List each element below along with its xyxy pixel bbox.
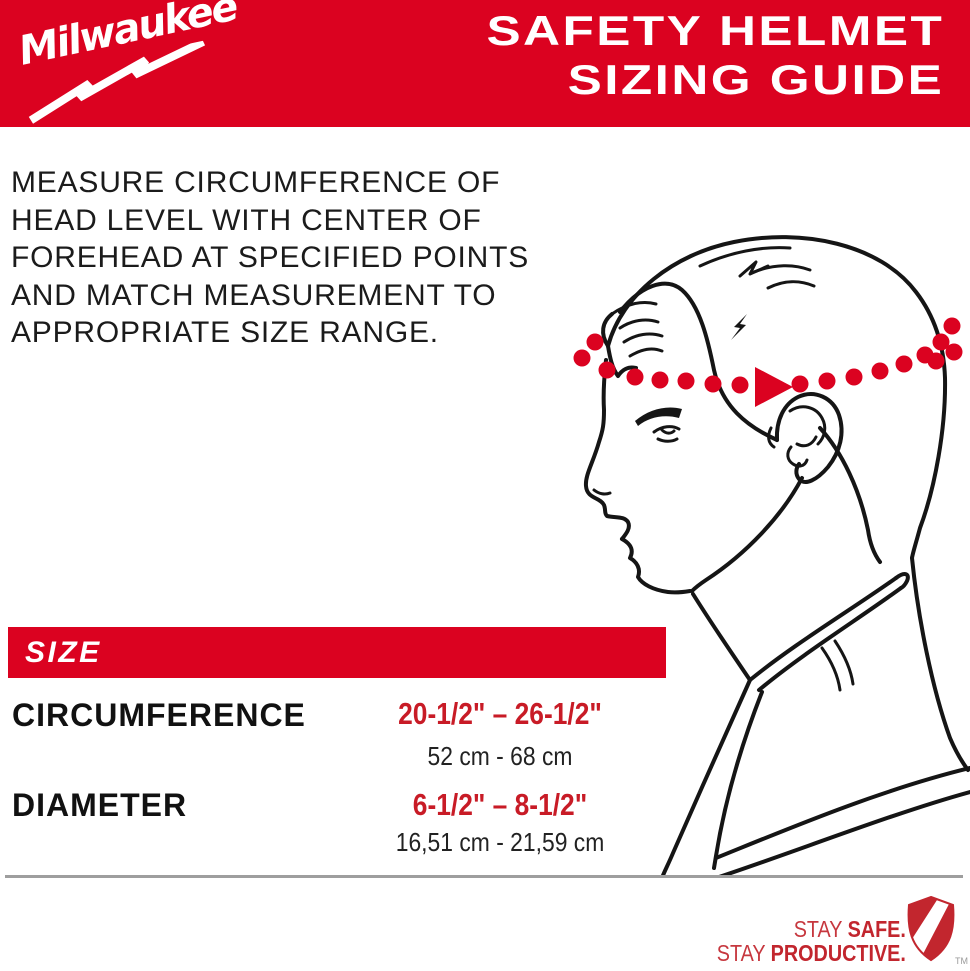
- shield-check-icon: [907, 896, 955, 962]
- tagline-safe: SAFE.: [847, 916, 906, 942]
- collar-near-lower: [757, 586, 903, 692]
- page-title: SAFETY HELMET SIZING GUIDE: [486, 6, 944, 104]
- circumference-range-inches: 20-1/2" – 26-1/2": [398, 696, 602, 731]
- brand-tagline: STAY SAFE. STAY PRODUCTIVE.: [716, 916, 906, 966]
- hair-curl: [628, 347, 664, 358]
- diameter-range-cm: 16,51 cm - 21,59 cm: [395, 827, 605, 857]
- eye-lower-lid: [656, 437, 679, 443]
- throat-line: [691, 592, 752, 682]
- trademark-symbol: TM: [955, 956, 968, 966]
- eyebrow: [635, 407, 682, 426]
- dotted-measure-line-icon: [573, 317, 963, 407]
- page-title-line2: SIZING GUIDE: [567, 56, 944, 103]
- skull-outline: [606, 235, 948, 560]
- hair-curl: [622, 332, 664, 344]
- tagline-productive: PRODUCTIVE.: [770, 939, 906, 966]
- collar-near-upper: [748, 576, 898, 682]
- instructions-line: APPROPRIATE SIZE RANGE.: [11, 316, 439, 349]
- lips-chin: [620, 537, 692, 595]
- hairline: [618, 281, 779, 442]
- eye-pupil: [660, 428, 676, 435]
- shirt-backline-lower: [709, 790, 970, 878]
- shirt-backline-upper: [714, 766, 970, 860]
- circumference-label: CIRCUMFERENCE: [12, 697, 306, 733]
- instructions-line: HEAD LEVEL WITH CENTER OF: [11, 203, 482, 237]
- diameter-label: DIAMETER: [12, 787, 188, 823]
- header-banner: Milwaukee ® SAFETY HELMET SIZING GUIDE: [0, 0, 970, 127]
- instructions-line: FOREHEAD AT SPECIFIED POINTS: [11, 241, 530, 274]
- size-table-header-bar: SIZE: [8, 627, 666, 678]
- hair-lightning-bolt-icon: [731, 314, 747, 340]
- ear-outline: [774, 392, 844, 484]
- nostril: [592, 488, 612, 496]
- shoulder-fold: [833, 639, 855, 686]
- instructions-text: MEASURE CIRCUMFERENCE OF HEAD LEVEL WITH…: [11, 164, 571, 352]
- head-profile-illustration: [573, 235, 970, 878]
- hair-curl: [618, 318, 660, 330]
- tagline-stay1: STAY: [793, 916, 843, 942]
- tagline-line2: STAY PRODUCTIVE.: [716, 939, 906, 966]
- tagline-line1: STAY SAFE.: [717, 916, 906, 942]
- hair-strand: [698, 246, 792, 268]
- tagline-stay2: STAY: [716, 939, 766, 966]
- eye-upper-lid: [652, 425, 681, 434]
- shirt-strap-right: [712, 690, 764, 870]
- circumference-range-cm: 52 cm - 68 cm: [427, 741, 573, 771]
- hair-fringe-tip: [601, 312, 614, 348]
- hair-curl: [610, 300, 658, 316]
- collar-nape-fold: [894, 572, 910, 590]
- face-profile: [583, 358, 631, 541]
- footer-divider: [5, 875, 963, 878]
- ear-inner-concha: [786, 445, 809, 468]
- instructions-line: MEASURE CIRCUMFERENCE OF: [11, 166, 501, 199]
- neck-back-line: [910, 556, 970, 772]
- page-title-line1: SAFETY HELMET: [486, 7, 944, 54]
- diameter-range-inches: 6-1/2" – 8-1/2": [412, 787, 588, 822]
- hair-behind-ear: [818, 426, 882, 564]
- ear-inner-antihelix: [795, 435, 818, 448]
- lightning-bolt-icon: [28, 38, 206, 124]
- size-table-header-label: SIZE: [25, 636, 102, 669]
- shirt-strap-left: [660, 678, 752, 878]
- sideburn: [767, 426, 776, 449]
- ear-inner-helix: [788, 405, 827, 446]
- shoulder-fold: [820, 646, 842, 692]
- milwaukee-logo: Milwaukee ®: [4, 0, 241, 124]
- hair-fringe-bottom: [606, 344, 638, 378]
- jawline: [690, 476, 804, 593]
- instructions-line: AND MATCH MEASUREMENT TO: [11, 278, 497, 312]
- arrow-right-icon: [755, 367, 793, 407]
- hair-spike: [738, 260, 770, 278]
- hair-strand: [766, 280, 816, 290]
